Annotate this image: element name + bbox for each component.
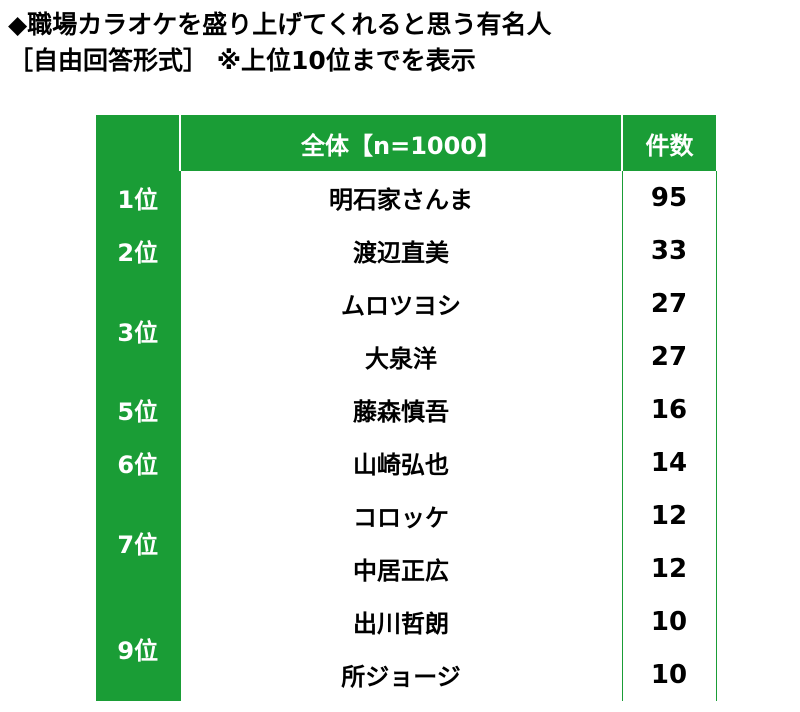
rank-cell: 6位 bbox=[96, 436, 180, 489]
celebrity-name-cell: ムロツヨシ bbox=[179, 277, 623, 330]
celebrity-name-cell: 中居正広 bbox=[179, 542, 623, 595]
celebrity-name-cell: 渡辺直美 bbox=[179, 224, 623, 277]
chart-title: ◆職場カラオケを盛り上げてくれると思う有名人 bbox=[8, 10, 552, 39]
table-row: 中居正広 12 bbox=[96, 542, 717, 595]
rank-cell: 1位 bbox=[96, 171, 180, 224]
count-cell: 12 bbox=[622, 542, 717, 595]
header-name-column: 全体【n=1000】 bbox=[180, 115, 623, 171]
chart-subtitle: ［自由回答形式］ ※上位10位までを表示 bbox=[8, 46, 476, 75]
count-cell: 14 bbox=[622, 436, 717, 489]
count-cell: 10 bbox=[622, 595, 717, 648]
celebrity-name-cell: 所ジョージ bbox=[179, 648, 623, 701]
celebrity-name-cell: 藤森慎吾 bbox=[179, 383, 623, 436]
rank-cell: 3位 bbox=[96, 277, 180, 383]
celebrity-name-cell: 山崎弘也 bbox=[179, 436, 623, 489]
rank-cell: 2位 bbox=[96, 224, 180, 277]
count-cell: 27 bbox=[622, 330, 717, 383]
table-row: 1位 明石家さんま 95 bbox=[96, 171, 717, 224]
celebrity-name-cell: コロッケ bbox=[179, 489, 623, 542]
table-row: 9位 出川哲朗 10 bbox=[96, 595, 717, 701]
rank-cell: 7位 bbox=[96, 489, 180, 595]
rank-cell: 9位 bbox=[96, 595, 180, 701]
count-cell: 27 bbox=[622, 277, 717, 330]
table-header-row: 全体【n=1000】 件数 bbox=[96, 115, 716, 171]
table-row: 所ジョージ 10 bbox=[96, 648, 717, 701]
celebrity-name-cell: 大泉洋 bbox=[179, 330, 623, 383]
celebrity-name-cell: 明石家さんま bbox=[179, 171, 623, 224]
count-cell: 12 bbox=[622, 489, 717, 542]
celebrity-name-cell: 出川哲朗 bbox=[179, 595, 623, 648]
table-row: 7位 コロッケ 12 bbox=[96, 489, 717, 595]
table-row: 大泉洋 27 bbox=[96, 330, 717, 383]
count-cell: 33 bbox=[622, 224, 717, 277]
table-row: 2位 渡辺直美 33 bbox=[96, 224, 717, 277]
table-row: 3位 ムロツヨシ 27 bbox=[96, 277, 717, 383]
count-cell: 10 bbox=[622, 648, 717, 701]
count-cell: 95 bbox=[622, 171, 717, 224]
table-row: 5位 藤森慎吾 16 bbox=[96, 383, 717, 436]
count-cell: 16 bbox=[622, 383, 717, 436]
header-blank-cell bbox=[96, 115, 181, 171]
ranking-table: 全体【n=1000】 件数 1位 明石家さんま 95 2位 渡辺直美 33 3位 ムロツヨシ 2… bbox=[96, 115, 717, 701]
rank-cell: 5位 bbox=[96, 383, 180, 436]
header-count-column: 件数 bbox=[622, 115, 716, 171]
table-body: 1位 明石家さんま 95 2位 渡辺直美 33 3位 ムロツヨシ 27 大泉洋 27 5位 藤森慎吾 16… bbox=[96, 171, 717, 701]
table-row: 6位 山崎弘也 14 bbox=[96, 436, 717, 489]
